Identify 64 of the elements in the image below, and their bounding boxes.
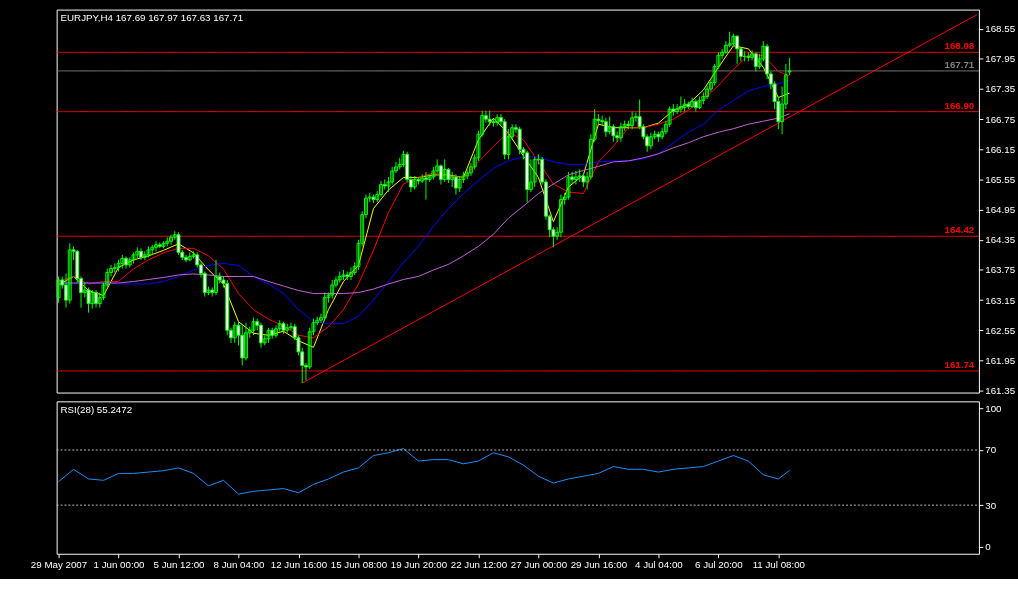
candlestick <box>86 287 91 314</box>
y-tick-label: 100 <box>985 403 1003 415</box>
x-tick-label: 4 Jul 04:00 <box>635 558 684 570</box>
x-tick-label: 6 Jul 20:00 <box>695 558 744 570</box>
y-tick-label: 163.75 <box>985 264 1016 276</box>
candlestick <box>214 259 218 296</box>
candlestick <box>259 322 263 349</box>
x-tick-label: 1 Jun 00:00 <box>93 558 146 570</box>
y-tick-label: 167.35 <box>985 83 1016 95</box>
chart-title: EURJPY,H4 167.69 167.97 167.63 167.71 <box>60 12 244 24</box>
candlestick <box>517 126 522 155</box>
candlestick <box>154 240 158 252</box>
candlestick <box>603 117 608 138</box>
candlestick <box>558 194 563 238</box>
x-tick-label: 22 Jun 12:00 <box>450 558 508 570</box>
candlestick <box>139 247 143 261</box>
candlestick <box>438 163 443 185</box>
x-tick-label: 12 Jun 16:00 <box>270 558 328 570</box>
y-tick-label: 167.95 <box>985 53 1016 65</box>
y-tick-label: 166.75 <box>985 113 1016 125</box>
candlestick <box>678 96 683 114</box>
candlestick <box>532 156 537 188</box>
y-tick-label: 165.55 <box>985 173 1016 185</box>
candlestick <box>630 111 635 130</box>
x-tick-label: 29 Jun 16:00 <box>570 558 628 570</box>
y-tick-label: 164.95 <box>985 204 1016 216</box>
y-tick-label: 0 <box>985 540 992 552</box>
x-tick-label: 27 Jun 00:00 <box>510 558 568 570</box>
y-tick-label: 168.55 <box>985 23 1016 35</box>
line-series <box>58 448 791 495</box>
candlestick <box>495 113 500 127</box>
x-tick-label: 19 Jun 20:00 <box>390 558 448 570</box>
x-tick-label: 5 Jun 12:00 <box>153 558 206 570</box>
candlestick <box>648 132 653 150</box>
x-tick-label: 15 Jun 08:00 <box>330 558 388 570</box>
y-tick-label: 70 <box>985 444 997 456</box>
x-tick-label: 8 Jun 04:00 <box>213 558 266 570</box>
ref-line-label: 161.74 <box>944 359 975 371</box>
y-tick-label: 161.95 <box>985 354 1016 366</box>
ref-line-label: 164.42 <box>944 224 975 236</box>
candlestick <box>330 279 335 300</box>
y-tick-label: 163.15 <box>985 294 1016 306</box>
ref-line-label: 168.08 <box>944 40 975 52</box>
y-tick-label: 30 <box>985 499 997 511</box>
candlestick <box>232 321 237 344</box>
y-tick-label: 161.35 <box>985 384 1016 396</box>
y-tick-label: 162.55 <box>985 324 1016 336</box>
candlestick <box>693 98 698 113</box>
candlestick <box>349 266 353 281</box>
candlestick <box>753 51 758 72</box>
x-tick-label: 11 Jul 08:00 <box>752 558 806 570</box>
candlestick <box>240 324 245 366</box>
candlestick <box>690 97 695 109</box>
candlestick <box>618 122 623 143</box>
y-tick-label: 166.15 <box>985 143 1016 155</box>
x-tick-label: 29 May 2007 <box>30 558 88 570</box>
candlestick <box>274 324 278 339</box>
y-tick-label: 164.35 <box>985 234 1016 246</box>
ref-line-label: 167.71 <box>944 58 975 70</box>
chart-title: RSI(28) 55.2472 <box>60 404 133 416</box>
candlestick <box>169 234 173 246</box>
candlestick <box>379 180 383 198</box>
candlestick <box>244 322 248 361</box>
ref-line-label: 166.90 <box>944 99 975 111</box>
